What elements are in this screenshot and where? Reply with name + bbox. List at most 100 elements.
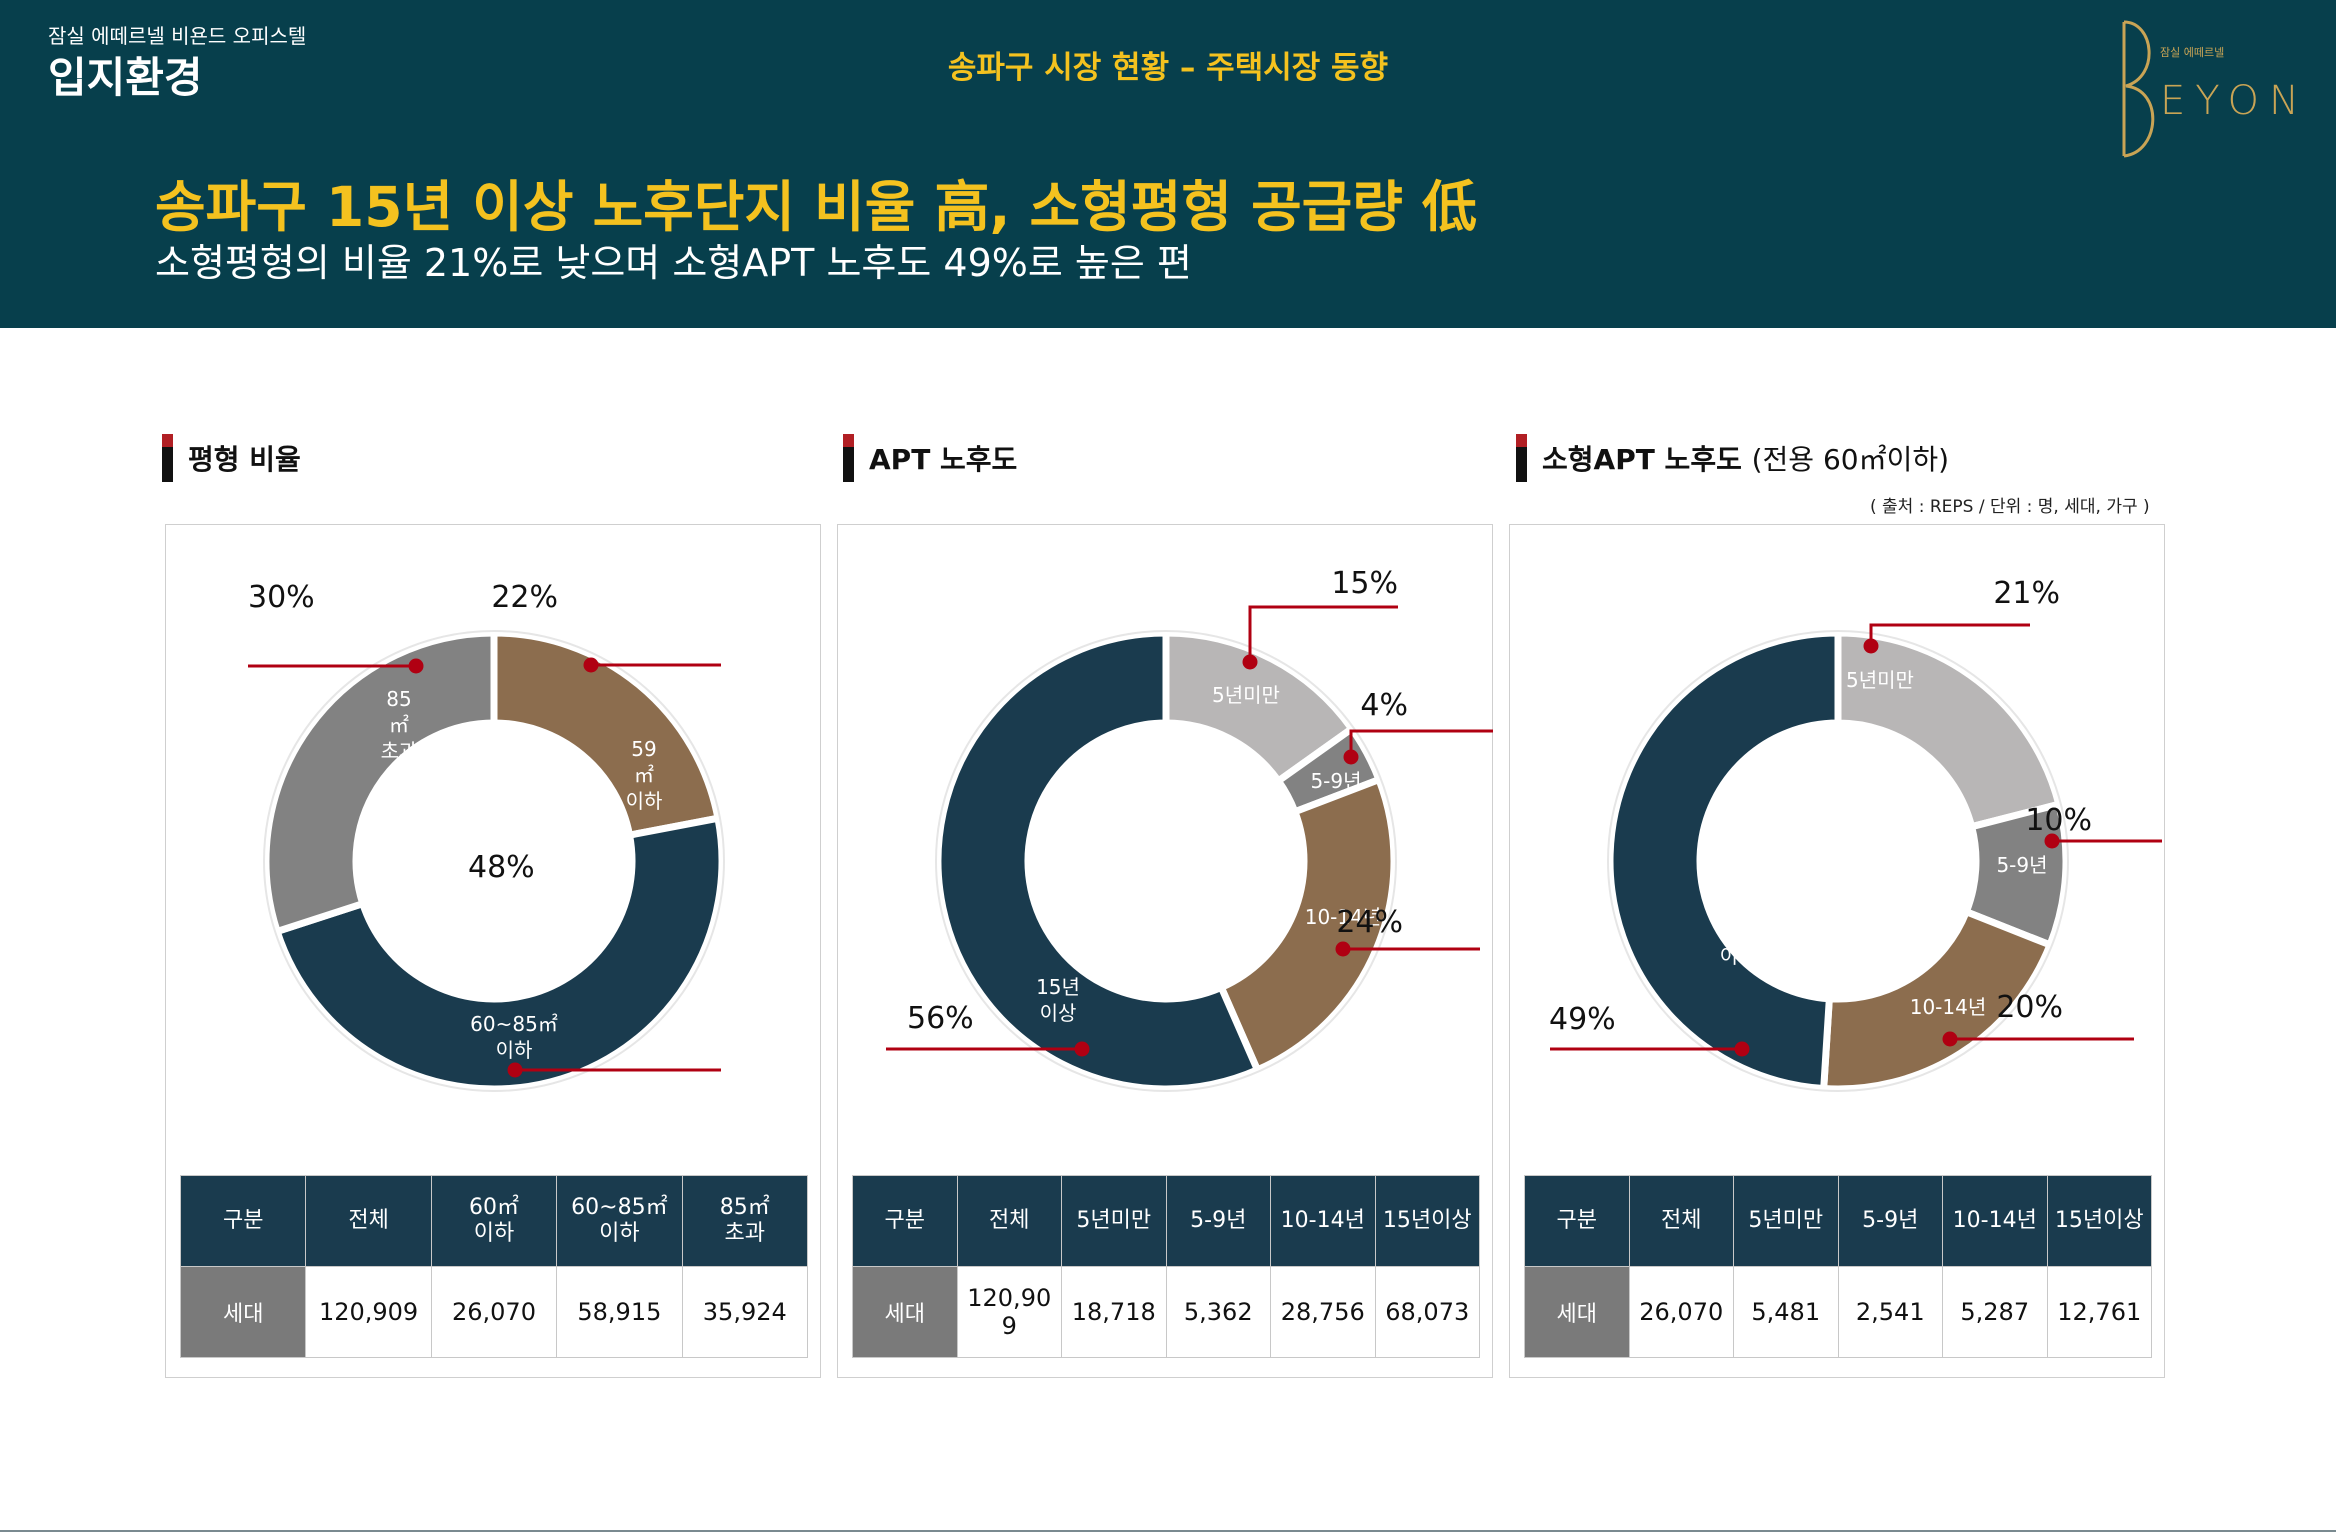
section-title: 입지환경: [48, 53, 203, 102]
table-header-row: 구분 전체 5년미만 5-9년 10-14년 15년이상: [1524, 1175, 2152, 1267]
percent-label: 15%: [1331, 566, 1398, 601]
slice-label: 5-9년: [1996, 853, 2047, 877]
column-header: 5년미만: [1733, 1175, 1839, 1267]
column-header: 구분: [1524, 1175, 1630, 1267]
slice-label: 5년미만: [1846, 668, 1914, 692]
percent-label: 21%: [1993, 576, 2060, 611]
column-header: 구분: [852, 1175, 958, 1267]
column-header: 10-14년: [1270, 1175, 1376, 1267]
donut-slice: [1216, 775, 1398, 1075]
table-header-row: 구분 전체 60㎡ 이하 60~85㎡ 이하 85㎡ 초과: [179, 1175, 809, 1267]
column-header: 5-9년: [1837, 1175, 1943, 1267]
leader-dot: [2044, 833, 2060, 849]
donut-slice: [1819, 907, 2055, 1093]
leader-dot: [1343, 749, 1359, 765]
column-header: 구분: [179, 1175, 307, 1267]
slice-label: 5년미만: [1212, 683, 1280, 707]
percent-label: 22%: [491, 580, 558, 615]
section-head-label: 소형APT 노후도 (전용 60㎡이하): [1542, 438, 1949, 478]
percent-label: 20%: [1996, 990, 2063, 1025]
donut-chart-unit-ratio: 59 ㎡ 이하 22% 60~85㎡ 이하 48% 85 ㎡ 초과 30%: [248, 580, 726, 1093]
column-header: 전체: [305, 1175, 432, 1267]
section-head-label: 평형 비율: [188, 443, 301, 476]
table-header-row: 구분 전체 5년미만 5-9년 10-14년 15년이상: [852, 1175, 1480, 1267]
leader-dot: [1242, 654, 1258, 670]
table-row: 세대 26,070 5,481 2,541 5,287 12,761: [1524, 1266, 2152, 1358]
logo-word: EYOND: [2160, 78, 2300, 124]
section-head-label: APT 노후도: [869, 443, 1018, 476]
row-header: 세대: [179, 1266, 307, 1358]
percent-label: 48%: [468, 850, 535, 885]
donut-slice: [272, 814, 726, 1093]
slice-label: 5-9년: [1310, 769, 1361, 793]
top-center-title: 송파구 시장 현황 – 주택시장 동향: [947, 50, 1389, 86]
donut-slice: [490, 629, 723, 840]
column-header: 15년이상: [2046, 1175, 2152, 1267]
beyond-logo: 잠실 에떼르넬 EYOND: [2122, 20, 2300, 158]
donut-slice: [1834, 629, 2064, 831]
leader-dot: [408, 658, 424, 674]
table-row: 세대 120,90 9 18,718 5,362 28,756 68,073: [852, 1266, 1480, 1358]
section-marker: [1516, 434, 1527, 482]
data-table: 구분 전체 5년미만 5-9년 10-14년 15년이상 세대 120,90 9 18,718 5…: [852, 1175, 1480, 1358]
data-table: 구분 전체 60㎡ 이하 60~85㎡ 이하 85㎡ 초과 세대 120,909 26,070 58…: [179, 1175, 809, 1358]
column-header: 85㎡ 초과: [681, 1175, 809, 1267]
sub-headline: 소형평형의 비율 21%로 낮으며 소형APT 노후도 49%로 높은 편: [155, 241, 1192, 285]
slice-label: 15년 이상: [1036, 975, 1080, 1025]
percent-label: 24%: [1336, 905, 1403, 940]
column-header: 60㎡ 이하: [430, 1175, 558, 1267]
section-head-paren: (전용 60㎡이하): [1751, 443, 1950, 476]
table-cell: 5,362: [1165, 1266, 1271, 1358]
slice-label: 10-14년: [1910, 995, 1987, 1019]
section-marker: [162, 434, 173, 482]
percent-label: 30%: [248, 580, 315, 615]
table-cell: 5,481: [1733, 1266, 1839, 1358]
row-header: 세대: [852, 1266, 958, 1358]
section-head-title: 소형APT 노후도: [1542, 443, 1742, 476]
percent-label: 49%: [1549, 1002, 1616, 1037]
leader-dot: [507, 1062, 523, 1078]
source-note: ( 출처 : REPS / 단위 : 명, 세대, 가구 ): [1870, 497, 2150, 517]
leader-dot: [1074, 1041, 1090, 1057]
table-cell: 58,915: [556, 1266, 683, 1358]
main-headline: 송파구 15년 이상 노후단지 비율 高, 소형평형 공급량 低: [155, 175, 1478, 239]
table-cell: 2,541: [1837, 1266, 1943, 1358]
donut-outline: [263, 630, 725, 1092]
leader-line: [1248, 605, 1398, 662]
leader-dot: [583, 657, 599, 673]
leader-dot: [1335, 941, 1351, 957]
table-cell: 18,718: [1061, 1266, 1167, 1358]
data-table: 구분 전체 5년미만 5-9년 10-14년 15년이상 세대 26,070 5,481 2,5…: [1524, 1175, 2152, 1358]
slice-label: 10-14년: [1305, 905, 1382, 929]
table-cell: 26,070: [1628, 1266, 1734, 1358]
logo-small-text: 잠실 에떼르넬: [2160, 46, 2224, 59]
slice-label: 60~85㎡ 이하: [470, 1012, 558, 1062]
donut-slice: [1606, 629, 1842, 1093]
column-header: 10-14년: [1942, 1175, 2048, 1267]
leader-dot: [1863, 638, 1879, 654]
chart-panel-apt-age: 5년미만 15% 5-9년 4% 10-14년 24% 15년 이상 56% 구분 전체 5년미만 5…: [837, 524, 1493, 1378]
column-header: 15년이상: [1374, 1175, 1480, 1267]
table-cell: 28,756: [1270, 1266, 1376, 1358]
percent-label: 4%: [1360, 688, 1408, 723]
chart-panel-unit-ratio: 59 ㎡ 이하 22% 60~85㎡ 이하 48% 85 ㎡ 초과 30% 구분 전체 60㎡ 이하 60~…: [165, 524, 821, 1378]
column-header: 5년미만: [1061, 1175, 1167, 1267]
donut-outline: [1607, 630, 2069, 1092]
table-cell: 120,909: [305, 1266, 432, 1358]
slice-label: 15년 이상: [1716, 918, 1760, 968]
slice-label: 85 ㎡ 초과: [381, 687, 418, 763]
project-name: 잠실 에떼르넬 비욘드 오피스텔: [48, 24, 307, 48]
header-banner: 잠실 에떼르넬 비욘드 오피스텔 입지환경 송파구 시장 현황 – 주택시장 동…: [0, 0, 2336, 328]
chart-panel-small-apt-age: 5년미만 21% 5-9년 10% 10-14년 20% 15년 이상 49% 구분 전체 5년미만…: [1509, 524, 2165, 1378]
column-header: 전체: [956, 1175, 1062, 1267]
donut-slice: [934, 629, 1263, 1093]
slice-label: 59 ㎡ 이하: [626, 737, 663, 813]
column-header: 전체: [1628, 1175, 1734, 1267]
donut-outline: [935, 630, 1397, 1092]
column-header: 5-9년: [1165, 1175, 1271, 1267]
column-header: 60~85㎡ 이하: [556, 1175, 683, 1267]
percent-label: 10%: [2025, 803, 2092, 838]
leader-dot: [1734, 1041, 1750, 1057]
